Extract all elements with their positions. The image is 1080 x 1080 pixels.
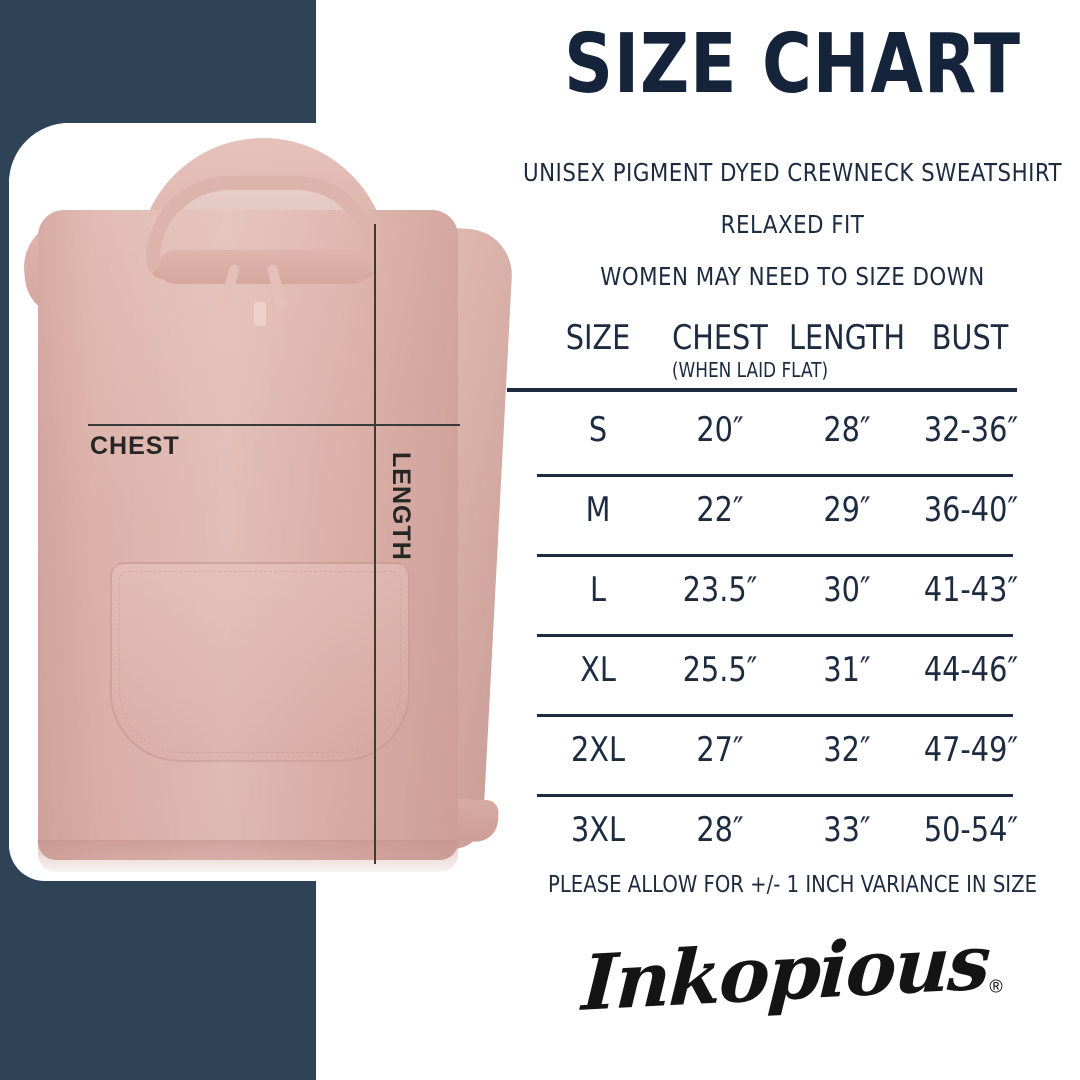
cell-length: 30″	[823, 570, 871, 610]
variance-note: PLEASE ALLOW FOR +/- 1 INCH VARIANCE IN …	[547, 872, 1037, 898]
cell-chest: 28″	[696, 810, 744, 850]
chest-measurement-line	[88, 424, 460, 426]
column-header-note: (WHEN LAID FLAT)	[671, 358, 829, 382]
table-row: 2XL 27″ 32″ 47-49″	[505, 714, 1080, 794]
cell-bust: 50-54″	[923, 810, 1019, 850]
sweatshirt-illustration	[9, 123, 517, 881]
kangaroo-pocket	[110, 562, 410, 762]
product-photo: CHEST LENGTH	[9, 123, 517, 881]
cell-chest: 20″	[696, 410, 744, 450]
cell-size: M	[585, 490, 611, 530]
cell-size: 3XL	[570, 810, 625, 850]
cell-size: S	[588, 410, 608, 450]
drawstring-aglet	[254, 302, 266, 326]
cell-chest: 25.5″	[682, 650, 758, 690]
garment-hem	[38, 840, 458, 872]
cell-length: 32″	[823, 730, 871, 770]
chart-content: SIZE CHART UNISEX PIGMENT DYED CREWNECK …	[505, 0, 1080, 1080]
brand-logo: Inkopious®	[505, 917, 1080, 1028]
table-row: L 23.5″ 30″ 41-43″	[505, 554, 1080, 634]
chest-measurement-label: CHEST	[90, 432, 180, 460]
column-header-bust: BUST	[931, 318, 1009, 358]
column-header-length: LENGTH	[788, 318, 906, 358]
cell-chest: 27″	[696, 730, 744, 770]
subtitle-sizing-advice: WOMEN MAY NEED TO SIZE DOWN	[600, 262, 985, 291]
page-title: SIZE CHART	[564, 17, 1021, 112]
cell-bust: 36-40″	[923, 490, 1019, 530]
column-header-size: SIZE	[565, 318, 631, 358]
cell-size: L	[589, 570, 607, 610]
registered-trademark-icon: ®	[989, 976, 1003, 997]
table-row: S 20″ 28″ 32-36″	[505, 394, 1080, 474]
subtitle-product: UNISEX PIGMENT DYED CREWNECK SWEATSHIRT	[522, 158, 1063, 187]
cell-bust: 32-36″	[923, 410, 1019, 450]
cell-bust: 44-46″	[923, 650, 1019, 690]
table-row: 3XL 28″ 33″ 50-54″	[505, 794, 1080, 874]
header-divider	[507, 388, 1017, 392]
cell-chest: 22″	[696, 490, 744, 530]
table-header-row: SIZE CHEST LENGTH BUST (WHEN LAID FLAT)	[505, 318, 1080, 394]
pocket-topstitch	[119, 571, 401, 753]
column-header-chest: CHEST	[672, 318, 768, 358]
size-table: SIZE CHEST LENGTH BUST (WHEN LAID FLAT) …	[505, 318, 1080, 850]
table-row: XL 25.5″ 31″ 44-46″	[505, 634, 1080, 714]
subtitle-group: UNISEX PIGMENT DYED CREWNECK SWEATSHIRT …	[505, 158, 1080, 314]
cell-chest: 23.5″	[682, 570, 758, 610]
length-measurement-line	[374, 224, 376, 864]
cell-bust: 47-49″	[923, 730, 1019, 770]
length-measurement-label: LENGTH	[387, 452, 415, 561]
table-body: S 20″ 28″ 32-36″ M 22″ 29″ 36-40″ L 23.5…	[505, 394, 1080, 874]
cell-length: 31″	[823, 650, 871, 690]
cell-length: 29″	[823, 490, 871, 530]
brand-name: Inkopious	[580, 917, 992, 1028]
cell-size: XL	[580, 650, 616, 690]
table-row: M 22″ 29″ 36-40″	[505, 474, 1080, 554]
collar	[158, 250, 370, 284]
cell-size: 2XL	[570, 730, 625, 770]
subtitle-fit: RELAXED FIT	[720, 210, 865, 239]
cell-bust: 41-43″	[923, 570, 1019, 610]
cell-length: 33″	[823, 810, 871, 850]
cell-length: 28″	[823, 410, 871, 450]
